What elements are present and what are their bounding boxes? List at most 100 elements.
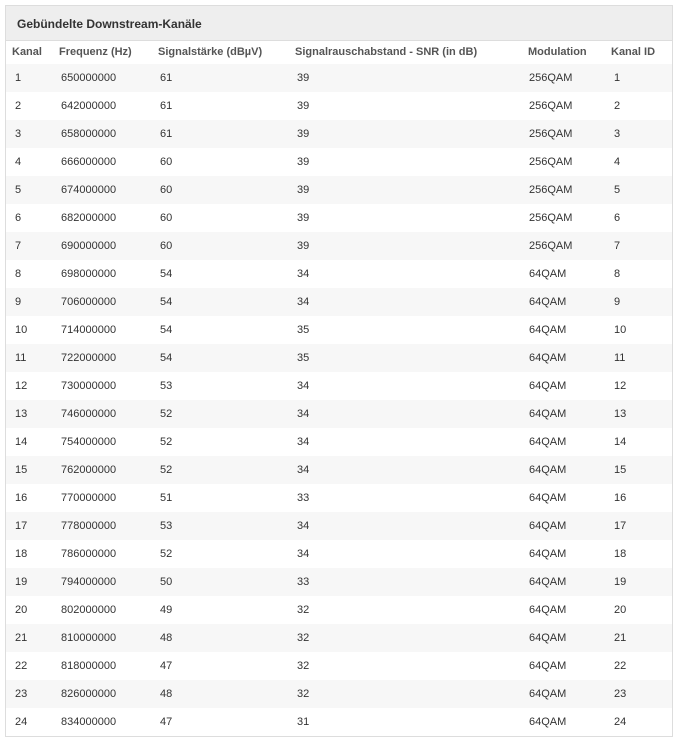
table-cell: 53 [160, 520, 173, 532]
column-header: Frequenz (Hz) [59, 46, 132, 58]
table-cell: 47 [160, 716, 173, 728]
table-cell: 64QAM [529, 296, 567, 308]
table-cell: 650000000 [61, 72, 117, 84]
table-cell: 35 [297, 352, 310, 364]
table-cell: 52 [160, 464, 173, 476]
table-cell: 64QAM [529, 324, 567, 336]
table-cell: 682000000 [61, 212, 117, 224]
table-cell: 32 [297, 660, 310, 672]
table-cell: 13 [614, 408, 627, 420]
table-cell: 24 [614, 716, 627, 728]
table-cell: 34 [297, 380, 310, 392]
table-row: 23 826000000 48 32 64QAM 23 [6, 680, 672, 708]
table-row: 22 818000000 47 32 64QAM 22 [6, 652, 672, 680]
table-cell: 256QAM [529, 156, 573, 168]
table-cell: 17 [15, 520, 28, 532]
table-row: 1 650000000 61 39 256QAM 1 [6, 64, 672, 92]
table-row: 24 834000000 47 31 64QAM 24 [6, 708, 672, 736]
table-row: 2 642000000 61 39 256QAM 2 [6, 92, 672, 120]
table-cell: 5 [614, 184, 621, 196]
table-cell: 18 [15, 548, 28, 560]
table-cell: 8 [15, 268, 22, 280]
table-cell: 60 [160, 184, 173, 196]
table-row: 20 802000000 49 32 64QAM 20 [6, 596, 672, 624]
table-cell: 722000000 [61, 352, 117, 364]
table-cell: 786000000 [61, 548, 117, 560]
table-cell: 54 [160, 352, 173, 364]
table-cell: 60 [160, 156, 173, 168]
header-row: Kanal Frequenz (Hz) Signalstärke (dBµV) Sig… [6, 41, 672, 64]
table-cell: 706000000 [61, 296, 117, 308]
table-row: 21 810000000 48 32 64QAM 21 [6, 624, 672, 652]
table-cell: 54 [160, 296, 173, 308]
table-cell: 64QAM [529, 604, 567, 616]
table-cell: 834000000 [61, 716, 117, 728]
table-cell: 31 [297, 716, 310, 728]
table-cell: 34 [297, 408, 310, 420]
table-cell: 5 [15, 184, 22, 196]
table-cell: 64QAM [529, 268, 567, 280]
table-cell: 10 [614, 324, 627, 336]
table-cell: 47 [160, 660, 173, 672]
table-cell: 14 [614, 436, 627, 448]
table-cell: 4 [15, 156, 22, 168]
table-cell: 754000000 [61, 436, 117, 448]
table-cell: 34 [297, 436, 310, 448]
table-cell: 60 [160, 212, 173, 224]
table-cell: 7 [15, 240, 22, 252]
table-cell: 4 [614, 156, 621, 168]
table-cell: 39 [297, 100, 310, 112]
table-cell: 10 [15, 324, 28, 336]
panel-title: Gebündelte Downstream-Kanäle [17, 17, 202, 31]
table-cell: 64QAM [529, 352, 567, 364]
table-row: 18 786000000 52 34 64QAM 18 [6, 540, 672, 568]
table-cell: 11 [15, 352, 27, 364]
table-cell: 14 [15, 436, 28, 448]
table-row: 17 778000000 53 34 64QAM 17 [6, 512, 672, 540]
table-cell: 1 [15, 72, 22, 84]
table-cell: 64QAM [529, 632, 567, 644]
table-cell: 39 [297, 128, 310, 140]
table-cell: 64QAM [529, 436, 567, 448]
table-cell: 256QAM [529, 184, 573, 196]
table-cell: 64QAM [529, 520, 567, 532]
table-cell: 13 [15, 408, 28, 420]
table-cell: 53 [160, 380, 173, 392]
table-cell: 39 [297, 212, 310, 224]
table-row: 19 794000000 50 33 64QAM 19 [6, 568, 672, 596]
table-cell: 23 [15, 688, 28, 700]
table-cell: 49 [160, 604, 173, 616]
table-cell: 674000000 [61, 184, 117, 196]
table-cell: 34 [297, 464, 310, 476]
table-cell: 39 [297, 156, 310, 168]
table-cell: 12 [614, 380, 627, 392]
table-cell: 642000000 [61, 100, 117, 112]
table-cell: 32 [297, 604, 310, 616]
table-cell: 6 [15, 212, 22, 224]
panel: Gebündelte Downstream-Kanäle Kanal Freque… [5, 5, 673, 737]
table-cell: 9 [614, 296, 621, 308]
table-cell: 34 [297, 296, 310, 308]
table-row: 3 658000000 61 39 256QAM 3 [6, 120, 672, 148]
table-cell: 60 [160, 240, 173, 252]
table-cell: 690000000 [61, 240, 117, 252]
table-cell: 39 [297, 72, 310, 84]
table-cell: 64QAM [529, 716, 567, 728]
table-cell: 746000000 [61, 408, 117, 420]
table-cell: 64QAM [529, 492, 567, 504]
table-cell: 33 [297, 576, 310, 588]
table-cell: 256QAM [529, 212, 573, 224]
table-cell: 714000000 [61, 324, 117, 336]
table-cell: 826000000 [61, 688, 117, 700]
table-cell: 730000000 [61, 380, 117, 392]
table-cell: 48 [160, 632, 173, 644]
title-bar: Gebündelte Downstream-Kanäle [6, 6, 672, 41]
table-cell: 6 [614, 212, 621, 224]
table-row: 13 746000000 52 34 64QAM 13 [6, 400, 672, 428]
table-cell: 256QAM [529, 72, 573, 84]
table-row: 10 714000000 54 35 64QAM 10 [6, 316, 672, 344]
table-cell: 52 [160, 548, 173, 560]
table-cell: 770000000 [61, 492, 117, 504]
table-cell: 256QAM [529, 240, 573, 252]
table-row: 14 754000000 52 34 64QAM 14 [6, 428, 672, 456]
